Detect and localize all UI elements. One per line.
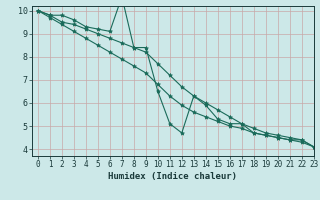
X-axis label: Humidex (Indice chaleur): Humidex (Indice chaleur) [108,172,237,181]
